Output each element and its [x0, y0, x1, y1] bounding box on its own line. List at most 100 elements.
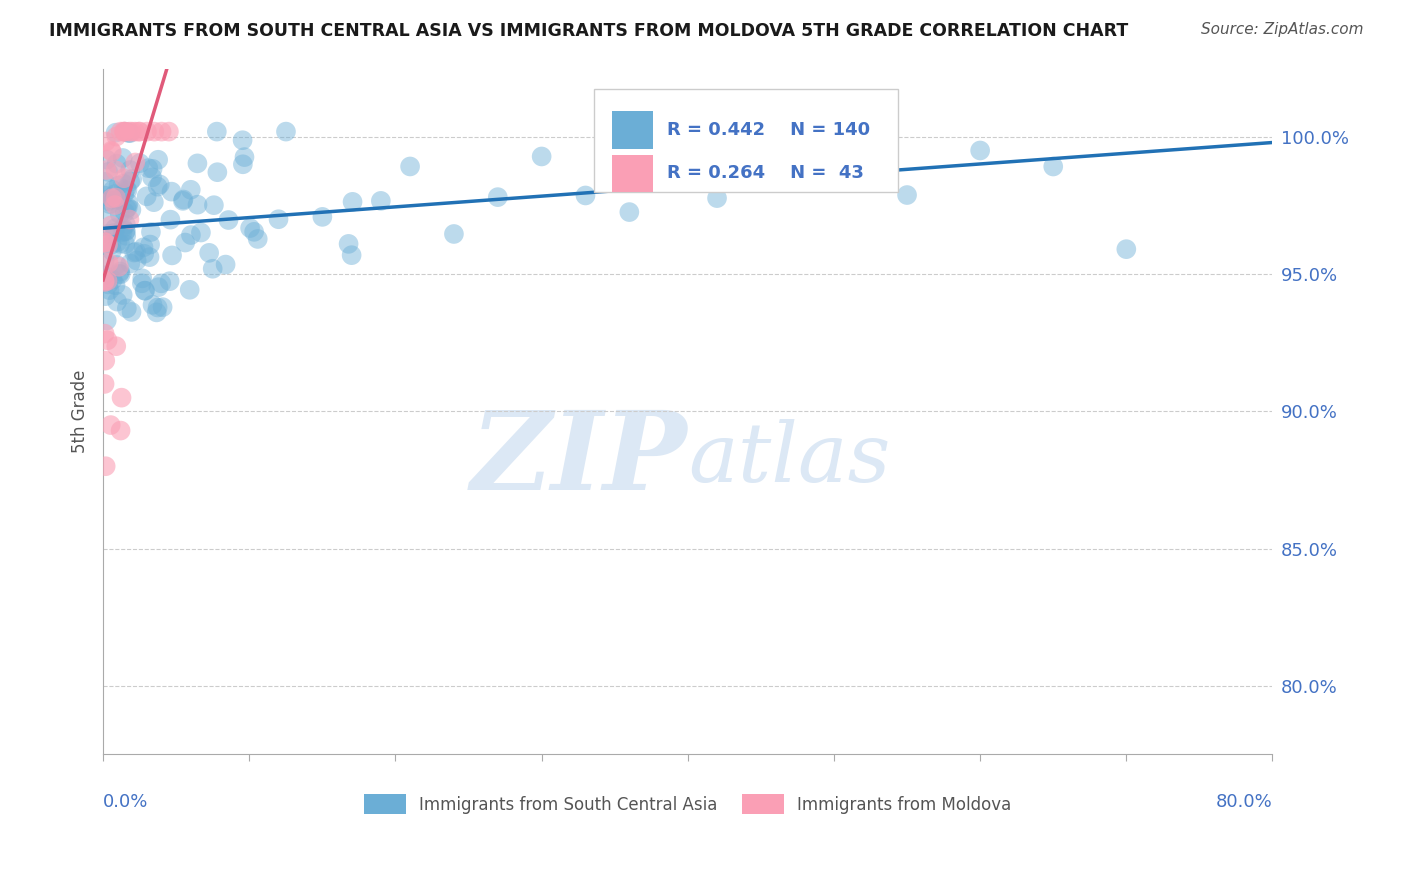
Point — [105, 339, 128, 353]
Point — [141, 298, 163, 312]
Point — [97, 165, 120, 179]
Point — [98, 197, 121, 211]
Point — [114, 125, 136, 139]
Point — [108, 264, 131, 278]
Point — [93, 254, 115, 268]
Point — [1042, 160, 1064, 174]
Point — [94, 235, 117, 249]
Point — [93, 326, 115, 341]
Point — [124, 125, 146, 139]
Point — [118, 212, 141, 227]
Point — [94, 289, 117, 303]
Point — [124, 155, 146, 169]
Point — [110, 125, 132, 139]
Point — [779, 150, 801, 164]
Point — [110, 424, 132, 438]
Point — [150, 125, 173, 139]
Point — [97, 277, 120, 292]
Point — [218, 213, 240, 227]
Point — [180, 183, 202, 197]
Point — [103, 226, 125, 240]
Point — [132, 240, 155, 254]
Point — [115, 301, 138, 316]
Point — [190, 226, 212, 240]
Point — [823, 125, 845, 139]
Point — [93, 376, 115, 391]
Point — [160, 185, 183, 199]
Point — [131, 271, 153, 285]
Point — [239, 221, 262, 235]
Y-axis label: 5th Grade: 5th Grade — [72, 369, 89, 453]
FancyBboxPatch shape — [612, 112, 652, 149]
Point — [117, 196, 139, 211]
Point — [574, 188, 596, 202]
Text: 0.0%: 0.0% — [103, 793, 149, 811]
Point — [115, 202, 138, 216]
Point — [198, 245, 221, 260]
Point — [159, 212, 181, 227]
Point — [125, 244, 148, 259]
Point — [120, 126, 142, 140]
Point — [105, 193, 128, 207]
Point — [201, 261, 224, 276]
Point — [146, 179, 169, 194]
Point — [159, 274, 181, 288]
Point — [243, 225, 266, 239]
Point — [145, 305, 167, 319]
Point — [117, 183, 139, 197]
Point — [141, 170, 163, 185]
Text: 80.0%: 80.0% — [1216, 793, 1272, 811]
Point — [202, 198, 225, 212]
Point — [108, 267, 131, 281]
Point — [101, 191, 124, 205]
Point — [311, 210, 333, 224]
Point — [128, 156, 150, 170]
Point — [111, 288, 134, 302]
Text: ZIP: ZIP — [471, 406, 688, 513]
Point — [110, 391, 132, 405]
Point — [115, 182, 138, 196]
Point — [117, 126, 139, 140]
Point — [134, 247, 156, 261]
Point — [97, 237, 120, 252]
Point — [97, 274, 120, 288]
Point — [486, 190, 509, 204]
Point — [98, 283, 121, 297]
Point — [136, 125, 159, 139]
Point — [100, 211, 122, 226]
Point — [117, 201, 139, 215]
Point — [101, 244, 124, 258]
Point — [128, 125, 150, 139]
FancyBboxPatch shape — [595, 89, 898, 192]
Point — [146, 153, 169, 167]
Point — [114, 237, 136, 252]
Point — [149, 178, 172, 192]
Point — [969, 144, 991, 158]
Point — [108, 207, 131, 221]
Point — [94, 353, 117, 368]
Point — [107, 178, 129, 193]
Point — [720, 168, 742, 182]
Point — [104, 187, 127, 202]
Point — [370, 194, 392, 208]
Point — [115, 218, 138, 232]
Point — [110, 267, 132, 281]
Point — [94, 135, 117, 149]
Point — [97, 256, 120, 270]
Point — [152, 300, 174, 314]
Point — [100, 219, 122, 233]
Point — [104, 278, 127, 293]
Point — [104, 198, 127, 212]
Point — [619, 205, 641, 219]
Point — [120, 256, 142, 270]
Point — [111, 225, 134, 239]
Legend: Immigrants from South Central Asia, Immigrants from Moldova: Immigrants from South Central Asia, Immi… — [364, 794, 1012, 814]
Point — [96, 153, 118, 167]
Point — [120, 175, 142, 189]
Point — [96, 333, 118, 347]
Text: atlas: atlas — [688, 419, 890, 500]
Point — [274, 125, 297, 139]
Point — [104, 190, 127, 204]
Point — [121, 172, 143, 186]
Point — [100, 144, 122, 158]
